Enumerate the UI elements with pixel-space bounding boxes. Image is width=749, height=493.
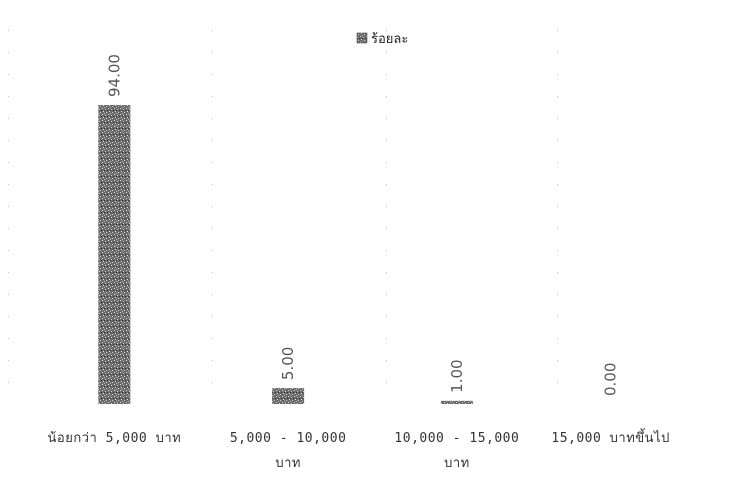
grid-dot <box>557 382 558 383</box>
grid-dot <box>386 74 387 75</box>
grid-dot <box>386 52 387 53</box>
grid-dot <box>557 272 558 273</box>
grid-dot <box>386 140 387 141</box>
category-labels: น้อยกว่า 5,000 บาท 5,000 - 10,000 บาท 10,00… <box>48 428 670 471</box>
data-label: 1.00 <box>448 359 466 392</box>
grid-dot <box>557 30 558 31</box>
grid-dot <box>557 96 558 97</box>
grid-dot <box>557 118 558 119</box>
grid-dot <box>8 228 9 229</box>
legend-label: ร้อยละ <box>371 32 408 47</box>
category-label: 5,000 - 10,000 <box>230 431 347 446</box>
grid-dot <box>212 360 213 361</box>
category-label: บาท <box>275 456 301 471</box>
grid-dot <box>8 162 9 163</box>
grid-dot <box>8 338 9 339</box>
data-label: 5.00 <box>279 347 297 380</box>
grid-dot <box>212 316 213 317</box>
grid-dot <box>386 96 387 97</box>
grid-dot <box>8 206 9 207</box>
data-label: 94.00 <box>105 54 123 97</box>
grid-dot <box>8 294 9 295</box>
grid-dot <box>212 338 213 339</box>
grid-dot <box>386 118 387 119</box>
grid-dot <box>8 316 9 317</box>
bar <box>272 388 305 404</box>
grid-dot <box>386 382 387 383</box>
grid-dot <box>8 52 9 53</box>
grid-dot <box>557 206 558 207</box>
grid-dot <box>212 228 213 229</box>
grid-dot <box>557 228 558 229</box>
grid-dot <box>557 140 558 141</box>
grid-dot <box>212 30 213 31</box>
grid-dot <box>212 162 213 163</box>
grid-dot <box>386 360 387 361</box>
grid-dot <box>386 338 387 339</box>
grid-dot <box>8 118 9 119</box>
grid-dot <box>386 316 387 317</box>
bars <box>98 105 473 404</box>
grid-dot <box>386 184 387 185</box>
data-label: 0.00 <box>602 363 620 396</box>
grid-dot <box>212 96 213 97</box>
data-labels: 94.00 5.00 1.00 0.00 <box>105 54 619 396</box>
grid-dot <box>212 140 213 141</box>
grid-dot <box>557 74 558 75</box>
legend-swatch <box>356 32 368 44</box>
grid-dot <box>212 272 213 273</box>
category-label: 15,000 บาทขึ้นไป <box>551 428 669 446</box>
bar <box>98 105 131 404</box>
grid-dot <box>8 360 9 361</box>
grid-dot <box>212 52 213 53</box>
grid-dot <box>557 250 558 251</box>
grid-dot <box>386 228 387 229</box>
grid-dot <box>8 140 9 141</box>
category-label: น้อยกว่า 5,000 บาท <box>48 431 182 446</box>
grid-dot <box>8 184 9 185</box>
grid-dot <box>212 382 213 383</box>
grid-dot <box>557 294 558 295</box>
grid-dot <box>8 382 9 383</box>
legend: ร้อยละ <box>356 32 408 47</box>
grid-dot <box>386 206 387 207</box>
grid-dot <box>212 74 213 75</box>
grid-dot <box>386 272 387 273</box>
grid-dot <box>8 74 9 75</box>
grid-dot <box>557 162 558 163</box>
grid-dot <box>8 272 9 273</box>
grid-dot <box>212 184 213 185</box>
grid-dot <box>386 162 387 163</box>
grid-dot <box>386 294 387 295</box>
grid-dot <box>386 250 387 251</box>
bar <box>440 400 473 404</box>
category-label: บาท <box>444 456 470 471</box>
grid-dot <box>8 96 9 97</box>
grid-dot <box>212 294 213 295</box>
grid-dot <box>557 360 558 361</box>
grid-dot <box>557 52 558 53</box>
category-label: 10,000 - 15,000 <box>394 431 519 446</box>
grid-dot <box>8 250 9 251</box>
grid-dot <box>557 184 558 185</box>
grid-dot <box>386 30 387 31</box>
grid-dot <box>212 250 213 251</box>
grid-dot <box>557 338 558 339</box>
gridlines <box>8 30 558 383</box>
grid-dot <box>8 30 9 31</box>
grid-dot <box>557 316 558 317</box>
grid-dot <box>212 118 213 119</box>
grid-dot <box>212 206 213 207</box>
